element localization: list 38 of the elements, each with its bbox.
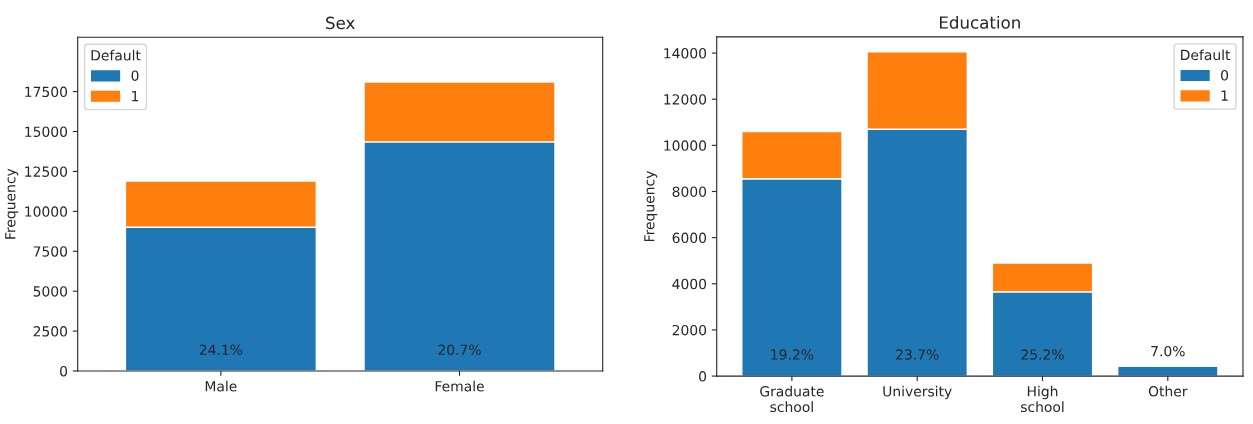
y-tick-label: 14000 <box>664 48 707 59</box>
y-tick-label: 0 <box>699 371 707 382</box>
legend-label: 0 <box>1221 70 1229 81</box>
y-axis-title: Frequency <box>644 171 658 241</box>
y-axis-title: Frequency <box>5 168 19 239</box>
x-tick-label: Other <box>1148 385 1188 397</box>
legend-label: 1 <box>1221 90 1228 101</box>
y-tick-label: 6000 <box>672 232 707 244</box>
y-tick-label: 15000 <box>25 126 68 137</box>
y-tick-label: 10000 <box>25 206 68 217</box>
annotation: 23.7% <box>896 349 939 360</box>
y-tick-label: 17500 <box>25 86 68 98</box>
annotation: 24.1% <box>199 344 243 356</box>
y-tick-label: 0 <box>60 365 68 377</box>
y-tick-label: 4000 <box>672 278 707 290</box>
x-tick-label: High school <box>1020 385 1064 413</box>
y-tick-label: 8000 <box>672 186 707 197</box>
legend-title: Default <box>1181 49 1231 61</box>
y-tick-label: 2500 <box>33 326 68 337</box>
legend-label: 0 <box>131 70 139 81</box>
x-tick-label: Male <box>205 380 237 392</box>
y-tick-label: 7500 <box>33 246 68 257</box>
y-tick-label: 12500 <box>25 166 68 177</box>
annotation: 19.2% <box>771 349 814 360</box>
annotation: 7.0% <box>1151 345 1185 357</box>
legend-title: Default <box>91 49 141 61</box>
x-tick-label: University <box>883 385 952 400</box>
y-tick-label: 5000 <box>33 286 68 297</box>
chart-title: Education <box>939 15 1020 29</box>
annotation: 20.7% <box>438 344 481 356</box>
y-tick-label: 10000 <box>664 140 707 151</box>
y-tick-label: 2000 <box>672 324 707 336</box>
x-tick-label: Graduate school <box>760 385 824 413</box>
x-tick-label: Female <box>435 380 484 392</box>
annotation: 25.2% <box>1021 349 1064 360</box>
chart-title: Sex <box>326 16 355 30</box>
legend-label: 1 <box>132 91 139 102</box>
y-tick-label: 12000 <box>664 94 707 105</box>
